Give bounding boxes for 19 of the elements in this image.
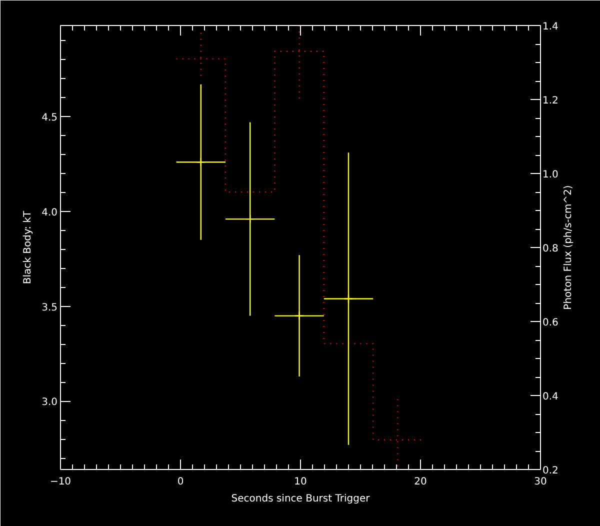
y2-tick-label: 1.4: [542, 22, 558, 32]
y2-tick-label: 0.4: [542, 392, 558, 402]
y-axis-title: Black Body: kT: [22, 210, 34, 284]
x-tick-label: 20: [414, 476, 427, 488]
x-tick-label: 0: [177, 476, 184, 488]
x-axis-title: Seconds since Burst Trigger: [231, 494, 371, 504]
y2-tick-label: 1.0: [542, 170, 558, 180]
y2-tick-label: 0.6: [542, 318, 558, 328]
x-tick-label: −10: [50, 476, 72, 488]
y-tick-label: 3.5: [42, 302, 58, 314]
y2-tick-label: 0.8: [542, 244, 558, 254]
y2-tick-label: 1.2: [542, 96, 558, 106]
x-tick-label: 30: [534, 476, 547, 488]
y-tick-label: 4.0: [42, 207, 58, 218]
x-tick-label: 10: [294, 476, 307, 488]
y-tick-label: 4.5: [42, 112, 58, 124]
y2-tick-label: 0.2: [542, 466, 558, 476]
y-tick-label: 3.0: [42, 397, 58, 408]
y2-axis-title: Photon Flux (ph/s-cm^2): [563, 185, 574, 310]
